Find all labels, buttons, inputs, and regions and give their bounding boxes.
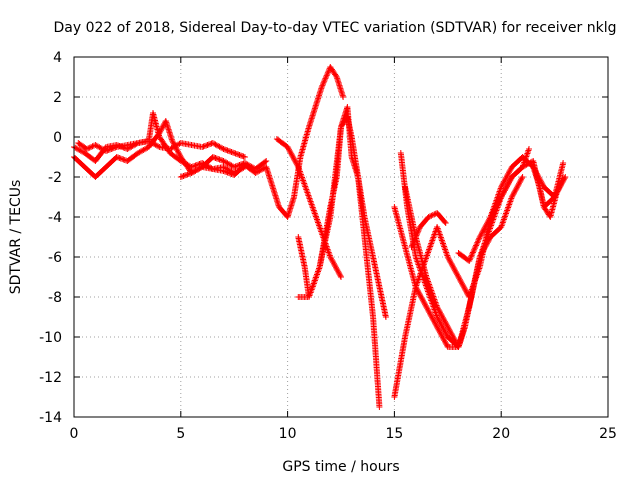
x-tick-label: 5	[176, 426, 185, 442]
x-tick-label: 20	[492, 426, 510, 442]
series-markers	[177, 64, 347, 220]
series-markers	[391, 154, 569, 400]
series-arc-a	[71, 110, 248, 176]
y-tick-label: 4	[53, 50, 62, 66]
series-arc-h	[391, 154, 569, 400]
series-arc-d	[177, 64, 347, 220]
x-axis-label: GPS time / hours	[282, 459, 399, 475]
series-arc-n	[530, 164, 567, 220]
series-markers	[295, 114, 383, 410]
series-arc-l	[408, 210, 449, 250]
grid-layer	[74, 57, 608, 417]
series-arc-g	[295, 114, 383, 410]
plot-frame	[73, 56, 609, 418]
x-tick-label: 0	[70, 426, 79, 442]
y-tick-label: -6	[48, 250, 62, 266]
y-tick-label: 2	[53, 90, 62, 106]
y-tick-label: -4	[48, 210, 62, 226]
x-tick-label: 15	[385, 426, 403, 442]
x-tick-label: 25	[599, 426, 617, 442]
series-markers	[75, 138, 248, 160]
y-tick-label: -12	[39, 370, 62, 386]
chart-title: Day 022 of 2018, Sidereal Day-to-day VTE…	[54, 20, 617, 36]
y-tick-label: -2	[48, 170, 62, 186]
series-markers	[408, 210, 449, 250]
y-tick-label: 0	[53, 130, 62, 146]
series-markers	[402, 174, 526, 350]
series-arc-c	[75, 138, 248, 160]
y-tick-label: -10	[39, 330, 62, 346]
y-axis-label: SDTVAR / TECUs	[8, 180, 24, 295]
y-tick-label: -14	[39, 410, 62, 426]
series-markers	[530, 164, 567, 220]
y-tick-label: -8	[48, 290, 62, 306]
series-arc-k	[402, 174, 526, 350]
series-markers	[71, 110, 248, 176]
series-layer	[71, 64, 569, 410]
x-tick-label: 10	[279, 426, 297, 442]
